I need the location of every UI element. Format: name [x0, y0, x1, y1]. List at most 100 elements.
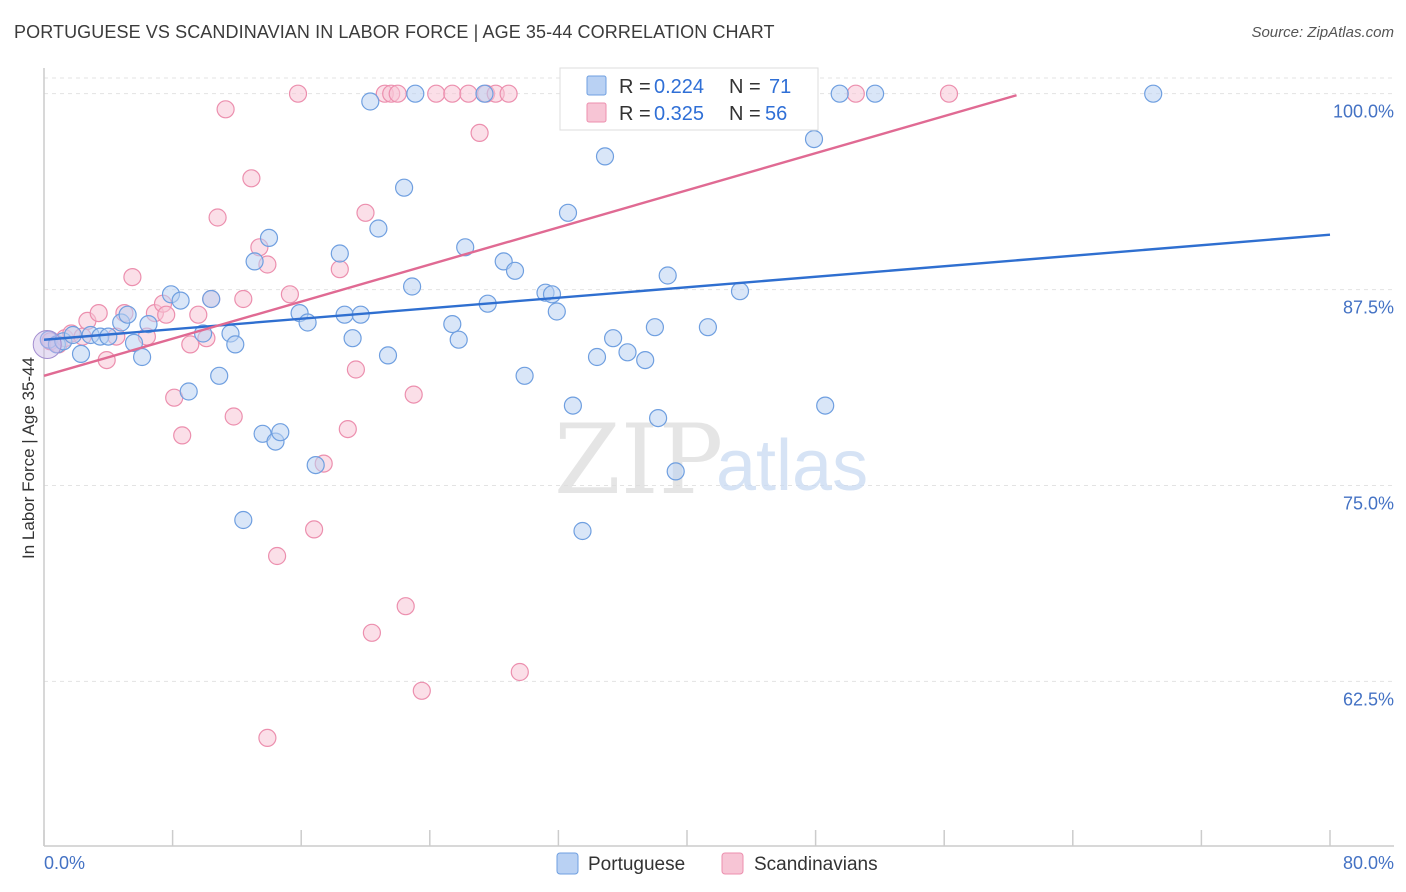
data-point-portuguese — [403, 277, 422, 296]
data-point-scandinavians — [404, 385, 423, 404]
data-point-portuguese — [475, 84, 494, 103]
legend-r-value-scandinavians: 0.325 — [654, 103, 704, 125]
axes — [43, 68, 1394, 847]
data-point-scandinavians — [208, 208, 227, 227]
data-point-portuguese — [271, 423, 290, 442]
data-point-portuguese — [443, 315, 462, 334]
data-point-scandinavians — [388, 84, 407, 103]
data-point-portuguese — [306, 456, 325, 475]
data-point-scandinavians — [427, 84, 446, 103]
data-point-portuguese — [63, 325, 83, 345]
data-point-portuguese — [139, 315, 158, 334]
y-axis-label: In Labor Force | Age 35-44 — [19, 357, 38, 559]
data-point-portuguese — [830, 84, 849, 103]
watermark-atlas: atlas — [716, 426, 868, 506]
data-point-portuguese — [361, 92, 380, 111]
data-point-portuguese — [573, 521, 592, 541]
data-point-scandinavians — [346, 360, 365, 379]
data-point-scandinavians — [216, 100, 235, 119]
grid-lines — [44, 77, 1394, 682]
data-point-scandinavians — [189, 305, 208, 324]
trend-lines — [43, 94, 1331, 377]
bottom-legend-label-portuguese: Portuguese — [588, 854, 685, 875]
data-point-scandinavians — [288, 84, 308, 103]
data-point-portuguese — [595, 147, 615, 166]
data-point-scandinavians — [362, 623, 381, 642]
y-tick-label: 75.0% — [1343, 494, 1394, 514]
data-point-portuguese — [804, 130, 824, 149]
data-point-portuguese — [542, 285, 562, 304]
legend-n-label-portuguese: N = — [729, 76, 761, 98]
source-label: Source: ZipAtlas.com — [1251, 24, 1394, 41]
legend-n-label-scandinavians: N = — [729, 103, 761, 125]
data-point-portuguese — [658, 266, 677, 285]
data-point-portuguese — [558, 203, 578, 222]
data-point-portuguese — [118, 305, 137, 324]
x-tick-label-left: 0.0% — [44, 853, 85, 873]
data-point-portuguese — [171, 291, 190, 310]
data-point-scandinavians — [846, 84, 865, 103]
data-point-portuguese — [865, 84, 885, 103]
x-tick-marks — [43, 830, 1331, 846]
data-point-portuguese — [456, 238, 475, 257]
data-point-portuguese — [226, 335, 245, 354]
y-tick-label: 62.5% — [1343, 689, 1394, 709]
data-point-portuguese — [245, 252, 264, 271]
legend-box: R = 0.224 N = 71 R = 0.325 N = 56 — [559, 67, 819, 131]
bottom-legend: Portuguese Scandinavians — [556, 852, 878, 875]
bottom-legend-label-scandinavians: Scandinavians — [754, 854, 878, 875]
data-point-portuguese — [179, 382, 198, 401]
watermark: ZIP atlas — [554, 404, 868, 516]
data-point-portuguese — [202, 289, 221, 309]
data-point-scandinavians — [268, 546, 287, 566]
legend-n-value-portuguese: 71 — [769, 76, 791, 98]
data-point-portuguese — [378, 346, 398, 365]
data-point-portuguese — [133, 347, 152, 367]
data-point-portuguese — [698, 318, 718, 337]
data-point-portuguese — [406, 84, 425, 103]
data-point-portuguese — [618, 343, 637, 362]
data-point-portuguese — [71, 344, 91, 363]
data-point-scandinavians — [356, 203, 375, 222]
data-point-scandinavians — [234, 289, 253, 309]
data-point-scandinavians — [181, 335, 200, 354]
legend-r-value-portuguese: 0.224 — [654, 76, 704, 98]
data-point-portuguese — [730, 282, 750, 301]
data-point-scandinavians — [224, 407, 243, 426]
data-point-portuguese — [603, 329, 623, 348]
data-point-portuguese — [99, 327, 118, 346]
data-point-scandinavians — [280, 285, 299, 304]
series-scandinavians-points — [41, 84, 959, 748]
data-point-scandinavians — [330, 260, 349, 279]
data-point-scandinavians — [242, 169, 261, 188]
data-point-scandinavians — [443, 84, 462, 103]
data-point-scandinavians — [305, 520, 324, 539]
data-point-scandinavians — [173, 426, 192, 445]
data-point-scandinavians — [123, 268, 142, 287]
data-point-portuguese — [1144, 84, 1163, 103]
data-point-scandinavians — [510, 662, 529, 682]
data-point-scandinavians — [396, 597, 415, 616]
data-point-portuguese — [816, 396, 835, 415]
x-tick-label-right: 80.0% — [1343, 853, 1394, 873]
data-point-portuguese — [124, 333, 144, 352]
data-point-scandinavians — [338, 420, 357, 439]
data-point-scandinavians — [459, 84, 478, 103]
legend-swatch-scandinavians — [586, 102, 607, 123]
data-point-portuguese — [449, 330, 468, 349]
data-point-portuguese — [395, 178, 414, 197]
data-point-portuguese — [210, 366, 229, 385]
data-point-portuguese — [645, 318, 665, 337]
data-point-scandinavians — [412, 681, 431, 700]
data-point-scandinavians — [470, 123, 489, 142]
legend-swatch-portuguese — [586, 75, 607, 96]
trend-line-scandinavians — [43, 94, 1017, 377]
bottom-legend-swatch-portuguese — [556, 852, 579, 875]
trend-line-portuguese — [43, 233, 1331, 341]
bottom-legend-swatch-scandinavians — [721, 852, 744, 875]
data-point-portuguese — [563, 396, 583, 415]
y-tick-label: 87.5% — [1343, 298, 1394, 318]
data-point-portuguese — [369, 219, 388, 238]
data-point-portuguese — [259, 228, 279, 247]
